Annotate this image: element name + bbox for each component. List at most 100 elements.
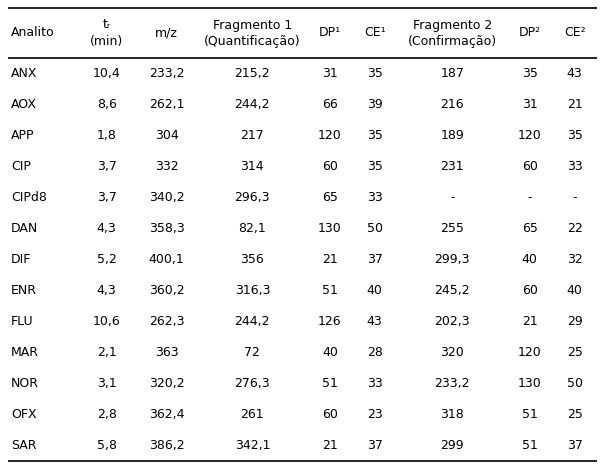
Text: 3,7: 3,7 (96, 191, 116, 204)
Text: DP²: DP² (519, 27, 541, 40)
Text: 51: 51 (522, 439, 538, 452)
Text: 21: 21 (567, 98, 582, 111)
Text: 340,2: 340,2 (149, 191, 185, 204)
Text: 21: 21 (322, 253, 338, 266)
Text: 40: 40 (567, 284, 582, 297)
Text: 35: 35 (522, 67, 538, 80)
Text: 255: 255 (440, 222, 464, 235)
Text: 314: 314 (241, 160, 264, 173)
Text: 202,3: 202,3 (434, 315, 470, 328)
Text: 320,2: 320,2 (149, 377, 185, 390)
Text: 120: 120 (318, 129, 342, 142)
Text: Fragmento 2
(Confirmação): Fragmento 2 (Confirmação) (408, 19, 497, 47)
Text: 21: 21 (522, 315, 537, 328)
Text: 10,4: 10,4 (93, 67, 121, 80)
Text: SAR: SAR (11, 439, 37, 452)
Text: 244,2: 244,2 (235, 315, 270, 328)
Text: 244,2: 244,2 (235, 98, 270, 111)
Text: 37: 37 (567, 439, 582, 452)
Text: 217: 217 (241, 129, 264, 142)
Text: 358,3: 358,3 (149, 222, 185, 235)
Text: OFX: OFX (11, 408, 37, 421)
Text: 23: 23 (367, 408, 382, 421)
Text: 233,2: 233,2 (434, 377, 470, 390)
Text: 320: 320 (440, 346, 464, 359)
Text: 35: 35 (567, 129, 582, 142)
Text: 31: 31 (522, 98, 537, 111)
Text: ENR: ENR (11, 284, 37, 297)
Text: 72: 72 (244, 346, 260, 359)
Text: 35: 35 (367, 160, 383, 173)
Text: 120: 120 (518, 129, 541, 142)
Text: 25: 25 (567, 346, 582, 359)
Text: 43: 43 (367, 315, 382, 328)
Text: tᵣ
(min): tᵣ (min) (90, 19, 124, 47)
Text: 3,7: 3,7 (96, 160, 116, 173)
Text: 356: 356 (241, 253, 264, 266)
Text: 332: 332 (155, 160, 178, 173)
Text: 37: 37 (367, 439, 383, 452)
Text: 386,2: 386,2 (149, 439, 185, 452)
Text: -: - (450, 191, 455, 204)
Text: 51: 51 (522, 408, 538, 421)
Text: 245,2: 245,2 (434, 284, 470, 297)
Text: NOR: NOR (11, 377, 39, 390)
Text: 296,3: 296,3 (235, 191, 270, 204)
Text: Fragmento 1
(Quantificação): Fragmento 1 (Quantificação) (204, 19, 301, 47)
Text: 2,1: 2,1 (97, 346, 116, 359)
Text: -: - (528, 191, 532, 204)
Text: 231: 231 (440, 160, 464, 173)
Text: 215,2: 215,2 (235, 67, 270, 80)
Text: 342,1: 342,1 (235, 439, 270, 452)
Text: 29: 29 (567, 315, 582, 328)
Text: CIP: CIP (11, 160, 31, 173)
Text: 363: 363 (155, 346, 178, 359)
Text: 50: 50 (567, 377, 582, 390)
Text: 32: 32 (567, 253, 582, 266)
Text: 262,3: 262,3 (149, 315, 185, 328)
Text: 60: 60 (522, 160, 538, 173)
Text: 1,8: 1,8 (96, 129, 116, 142)
Text: 21: 21 (322, 439, 338, 452)
Text: 10,6: 10,6 (93, 315, 121, 328)
Text: DIF: DIF (11, 253, 31, 266)
Text: 299,3: 299,3 (434, 253, 470, 266)
Text: MAR: MAR (11, 346, 39, 359)
Text: 189: 189 (440, 129, 464, 142)
Text: 51: 51 (322, 284, 338, 297)
Text: FLU: FLU (11, 315, 34, 328)
Text: Analito: Analito (11, 27, 55, 40)
Text: ANX: ANX (11, 67, 37, 80)
Text: 33: 33 (367, 377, 382, 390)
Text: 43: 43 (567, 67, 582, 80)
Text: 2,8: 2,8 (96, 408, 116, 421)
Text: CIPd8: CIPd8 (11, 191, 47, 204)
Text: DAN: DAN (11, 222, 38, 235)
Text: 360,2: 360,2 (149, 284, 185, 297)
Text: 276,3: 276,3 (235, 377, 270, 390)
Text: 130: 130 (318, 222, 342, 235)
Text: 60: 60 (322, 160, 338, 173)
Text: AOX: AOX (11, 98, 37, 111)
Text: 35: 35 (367, 67, 383, 80)
Text: 262,1: 262,1 (149, 98, 185, 111)
Text: 261: 261 (241, 408, 264, 421)
Text: 8,6: 8,6 (96, 98, 116, 111)
Text: 233,2: 233,2 (149, 67, 185, 80)
Text: 216: 216 (440, 98, 464, 111)
Text: 60: 60 (522, 284, 538, 297)
Text: 4,3: 4,3 (97, 222, 116, 235)
Text: 60: 60 (322, 408, 338, 421)
Text: 66: 66 (322, 98, 338, 111)
Text: 28: 28 (367, 346, 383, 359)
Text: 40: 40 (367, 284, 383, 297)
Text: -: - (572, 191, 577, 204)
Text: 5,8: 5,8 (96, 439, 117, 452)
Text: 33: 33 (567, 160, 582, 173)
Text: m/z: m/z (155, 27, 178, 40)
Text: DP¹: DP¹ (319, 27, 341, 40)
Text: 31: 31 (322, 67, 338, 80)
Text: 33: 33 (367, 191, 382, 204)
Text: 35: 35 (367, 129, 383, 142)
Text: 126: 126 (318, 315, 342, 328)
